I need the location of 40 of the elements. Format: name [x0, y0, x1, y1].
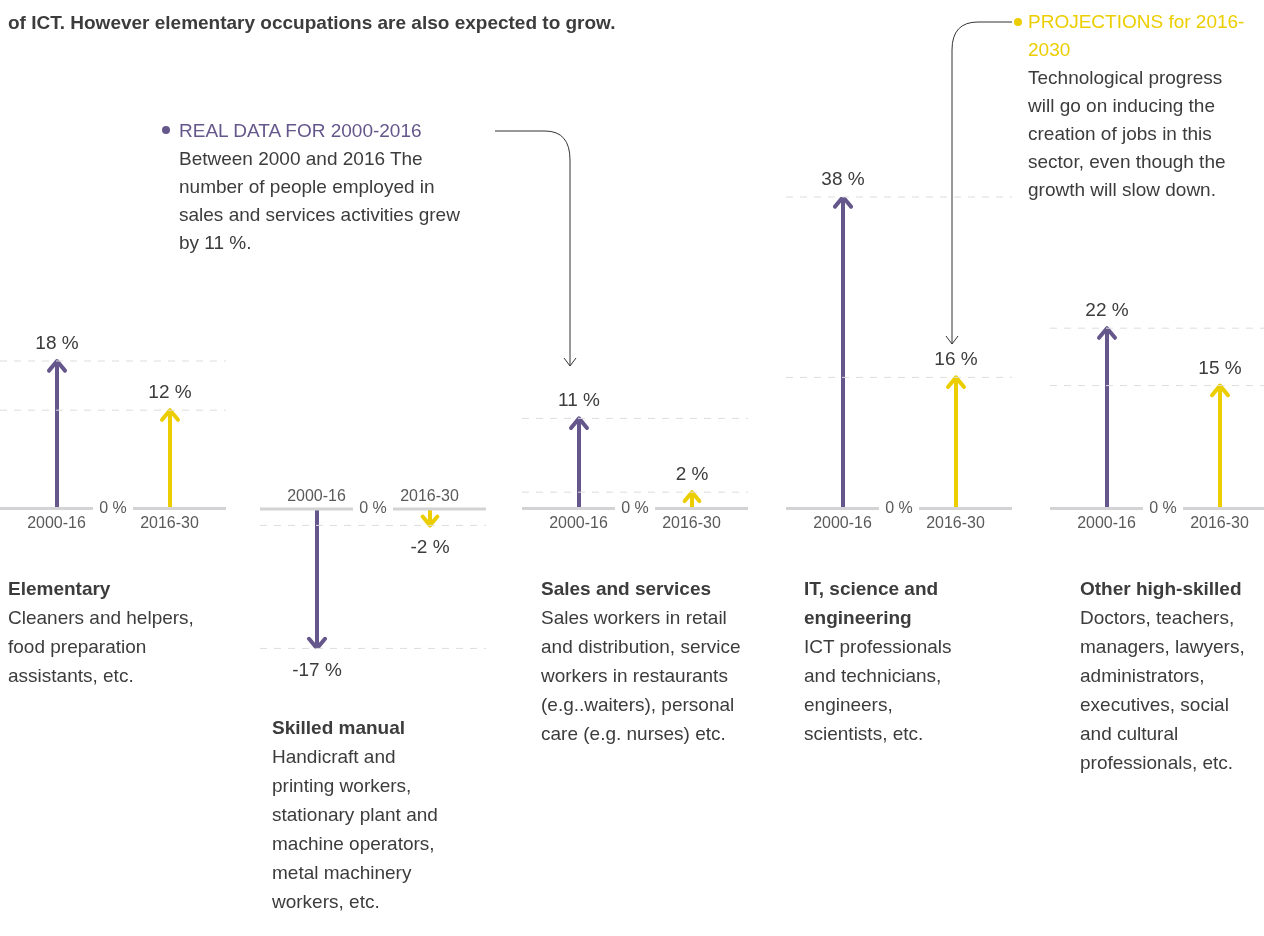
x-tick-label: 2000-16 [813, 514, 872, 532]
annotation: 0 % [615, 497, 655, 518]
x-tick-label: 2016-30 [1190, 514, 1249, 532]
x-tick-label: 2016-30 [926, 514, 985, 532]
data-label: -17 % [292, 659, 342, 681]
annotation: 0 % [93, 497, 133, 518]
x-tick-label: 2000-16 [27, 514, 86, 532]
text: Skilled manual [272, 716, 407, 741]
x-tick-label: 2016-30 [140, 514, 199, 532]
text: Elementary [8, 577, 112, 601]
data-label: 15 % [1198, 356, 1242, 378]
text: Handicraft and printing workers, stationary plant and machine operators, metal machinery workers, etc. [272, 745, 439, 915]
data-label: 11 % [558, 389, 601, 411]
x-tick-label: 2000-16 [549, 514, 608, 532]
data-label: 18 % [35, 332, 79, 354]
text: Sales workers in retail and distribution, service workers in restaurants (e.g..waiters), personal care (e.g. nurses) etc. [541, 606, 742, 746]
x-tick-label: 2000-16 [287, 487, 346, 504]
data-label: 16 % [934, 348, 978, 370]
text: REAL DATA FOR 2000-2016 [179, 119, 423, 143]
text: Cleaners and helpers, food preparation assistants, etc. [8, 606, 195, 688]
text: Sales and services [541, 577, 713, 601]
text: Other high-skilled [1080, 577, 1243, 601]
x-tick-label: 2016-30 [662, 514, 721, 532]
data-label: 12 % [148, 381, 192, 403]
x-tick-label: 2000-16 [1077, 514, 1136, 532]
annotation: 0 % [353, 498, 393, 518]
annotation: 0 % [1143, 497, 1183, 518]
text: of ICT. However elementary occupations are also expected to grow. [8, 12, 617, 34]
text: ICT professionals and technicians, engineers, scientists, etc. [804, 635, 953, 746]
text: IT, science and engineering [804, 577, 940, 630]
data-label: 2 % [675, 463, 709, 485]
text: Doctors, teachers, managers, lawyers, administrators, executives, social and cultural professionals, etc. [1080, 606, 1246, 775]
text: PROJECTIONS for 2016-2030 [1028, 10, 1246, 62]
data-label: 22 % [1085, 299, 1129, 321]
annotation: 0 % [879, 497, 919, 518]
text: Between 2000 and 2016 The number of people employed in sales and services activities grew by 11 %. [179, 147, 461, 255]
data-label: 38 % [821, 168, 865, 190]
data-label: -2 % [410, 536, 450, 558]
text: Technological progress will go on inducing the creation of jobs in this sector, even though the growth will slow down. [1028, 66, 1227, 202]
x-tick-label: 2016-30 [400, 487, 459, 504]
